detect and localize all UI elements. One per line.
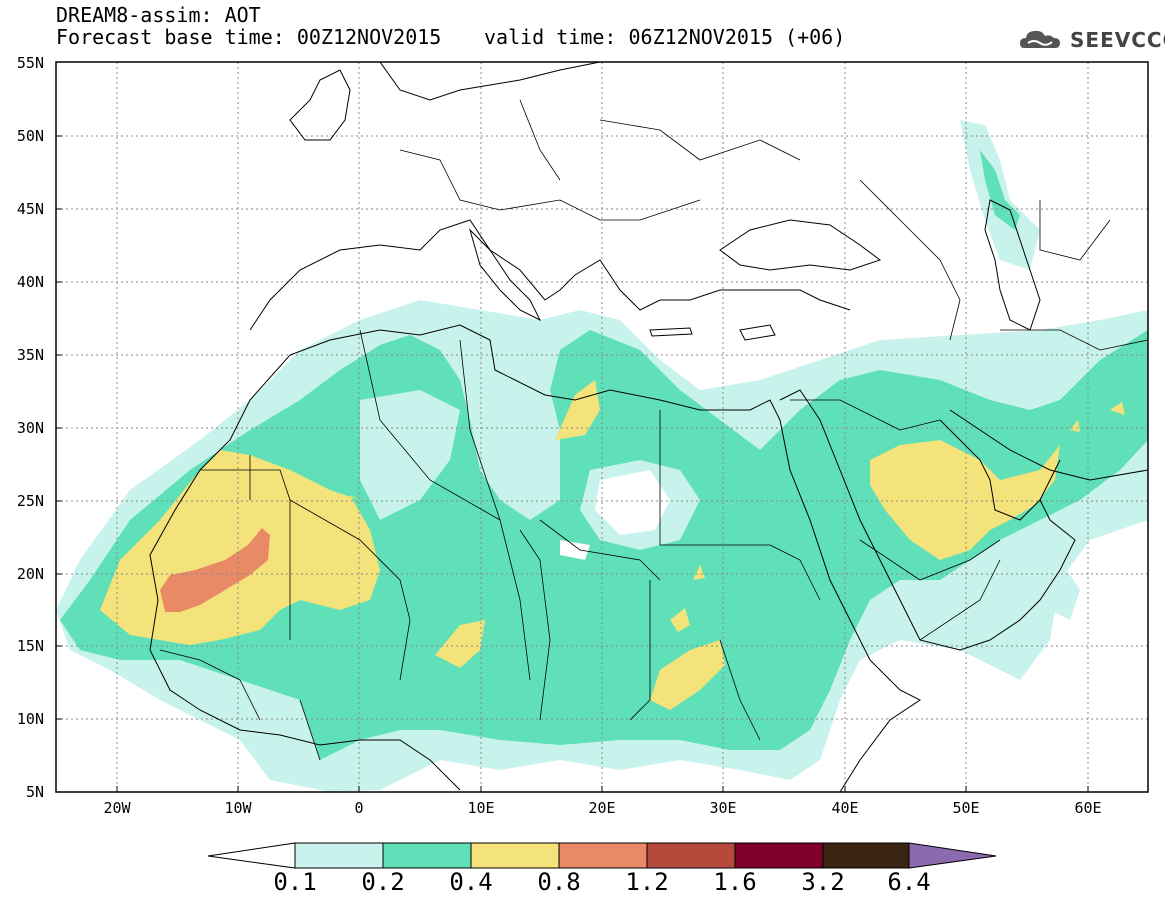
colorbar-label: 6.4 bbox=[887, 868, 931, 896]
lon-label: 50E bbox=[952, 799, 980, 817]
forecast-base-time: Forecast base time: 00Z12NOV2015 bbox=[56, 25, 442, 49]
colorbar-label: 0.1 bbox=[273, 868, 317, 896]
colorbar-label: 0.4 bbox=[449, 868, 493, 896]
logo-text: SEEVCCC bbox=[1070, 28, 1165, 52]
lon-label: 60E bbox=[1074, 799, 1102, 817]
colorbar-label: 1.2 bbox=[625, 868, 669, 896]
colorbar-below-triangle bbox=[207, 842, 296, 869]
colorbar-swatch-4 bbox=[558, 842, 648, 869]
lon-label: 20W bbox=[103, 799, 131, 817]
cloud-icon bbox=[1020, 30, 1060, 48]
colorbar bbox=[207, 842, 997, 869]
grid bbox=[56, 62, 1148, 792]
colorbar-swatch-3 bbox=[470, 842, 560, 869]
lon-label: 10E bbox=[467, 799, 495, 817]
colorbar-swatch-6 bbox=[734, 842, 824, 869]
lat-label: 40N bbox=[16, 273, 44, 291]
lat-label: 20N bbox=[16, 565, 44, 583]
lat-label: 5N bbox=[25, 783, 44, 801]
colorbar-label: 1.6 bbox=[713, 868, 757, 896]
lat-label: 45N bbox=[16, 200, 44, 218]
aot-below-threshold bbox=[560, 470, 670, 560]
colorbar-swatch-5 bbox=[646, 842, 736, 869]
lat-label: 15N bbox=[16, 637, 44, 655]
chart-title: DREAM8-assim: AOT bbox=[56, 3, 261, 27]
lon-label: 40E bbox=[831, 799, 859, 817]
lat-label: 30N bbox=[16, 419, 44, 437]
aot-contour-level-4 bbox=[160, 528, 270, 612]
colorbar-swatch-1 bbox=[294, 842, 384, 869]
lon-label: 10W bbox=[224, 799, 252, 817]
lat-label: 55N bbox=[16, 54, 44, 72]
lat-label: 10N bbox=[16, 710, 44, 728]
lon-label: 30E bbox=[709, 799, 737, 817]
colorbar-swatch-2 bbox=[382, 842, 472, 869]
lat-label: 50N bbox=[16, 127, 44, 145]
valid-time: valid time: 06Z12NOV2015 (+06) bbox=[484, 25, 846, 49]
lat-label: 35N bbox=[16, 346, 44, 364]
axis-ticks bbox=[56, 61, 1089, 792]
colorbar-swatch-7 bbox=[822, 842, 910, 869]
lon-label: 20E bbox=[588, 799, 616, 817]
country-borders bbox=[159, 99, 1148, 761]
lat-label: 25N bbox=[16, 492, 44, 510]
colorbar-label: 0.2 bbox=[361, 868, 405, 896]
coastlines bbox=[149, 62, 1148, 792]
colorbar-label: 0.8 bbox=[537, 868, 581, 896]
colorbar-label: 3.2 bbox=[801, 868, 845, 896]
colorbar-above-triangle bbox=[908, 842, 997, 869]
lon-label: 0 bbox=[354, 799, 364, 817]
